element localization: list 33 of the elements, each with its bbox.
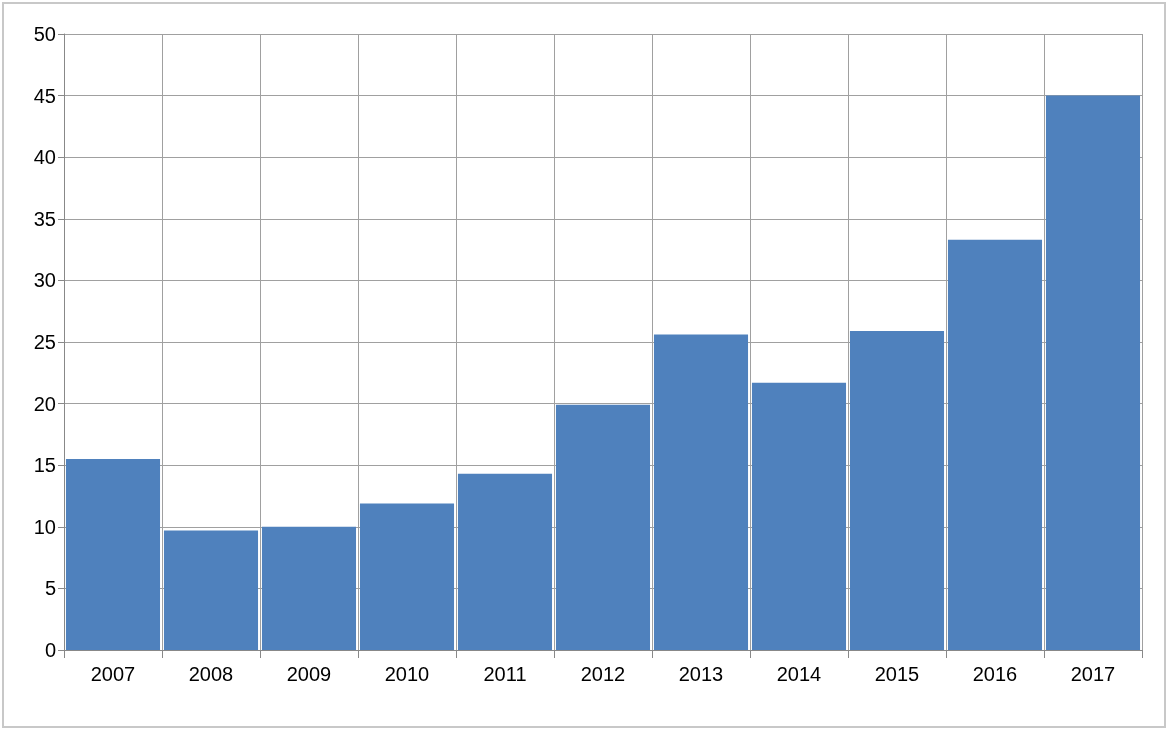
bar [555, 404, 651, 650]
y-tick-label: 30 [33, 269, 56, 292]
bar [457, 473, 553, 650]
x-tick-label: 2015 [874, 663, 920, 685]
y-tick-label: 25 [33, 331, 56, 353]
x-tick-label: 2017 [1070, 663, 1116, 685]
bar [163, 530, 259, 650]
y-tick-label: 0 [44, 639, 56, 661]
y-tick-label: 15 [33, 454, 56, 477]
y-tick-label: 35 [33, 207, 56, 230]
x-tick-label: 2011 [483, 663, 527, 685]
x-tick-label: 2008 [188, 663, 234, 685]
x-tick-label: 2009 [286, 663, 332, 685]
x-tick-label: 2010 [384, 663, 430, 685]
x-tick-label: 2007 [90, 663, 136, 685]
bar [261, 526, 357, 650]
x-tick-label: 2016 [972, 663, 1018, 685]
bar [849, 330, 945, 650]
x-tick-label: 2012 [580, 663, 626, 685]
x-tick-label: 2013 [678, 663, 724, 685]
y-tick-label: 5 [44, 577, 56, 600]
y-tick-label: 40 [33, 146, 56, 169]
y-tick-label: 10 [33, 515, 56, 538]
bar [1045, 95, 1141, 650]
bar [751, 382, 847, 650]
bar [359, 503, 455, 650]
x-tick-label: 2014 [776, 663, 822, 685]
bar [947, 239, 1043, 650]
y-tick-label: 20 [33, 392, 56, 415]
y-tick-label: 50 [33, 23, 56, 45]
y-tick-label: 45 [33, 84, 56, 107]
bar [653, 334, 749, 650]
bar [65, 459, 161, 650]
